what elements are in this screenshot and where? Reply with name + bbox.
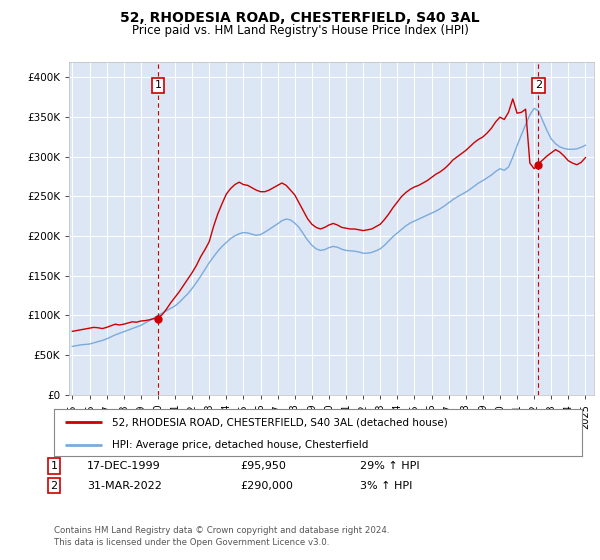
Text: This data is licensed under the Open Government Licence v3.0.: This data is licensed under the Open Gov… (54, 538, 329, 547)
Text: HPI: Average price, detached house, Chesterfield: HPI: Average price, detached house, Ches… (112, 440, 368, 450)
Text: Contains HM Land Registry data © Crown copyright and database right 2024.: Contains HM Land Registry data © Crown c… (54, 526, 389, 535)
Text: £290,000: £290,000 (240, 480, 293, 491)
Text: 29% ↑ HPI: 29% ↑ HPI (360, 461, 419, 471)
Text: 3% ↑ HPI: 3% ↑ HPI (360, 480, 412, 491)
Text: 31-MAR-2022: 31-MAR-2022 (87, 480, 162, 491)
Text: £95,950: £95,950 (240, 461, 286, 471)
Text: 2: 2 (50, 480, 58, 491)
Text: 52, RHODESIA ROAD, CHESTERFIELD, S40 3AL: 52, RHODESIA ROAD, CHESTERFIELD, S40 3AL (120, 11, 480, 25)
Text: 52, RHODESIA ROAD, CHESTERFIELD, S40 3AL (detached house): 52, RHODESIA ROAD, CHESTERFIELD, S40 3AL… (112, 417, 448, 427)
Text: 17-DEC-1999: 17-DEC-1999 (87, 461, 161, 471)
Text: 2: 2 (535, 81, 542, 90)
Text: Price paid vs. HM Land Registry's House Price Index (HPI): Price paid vs. HM Land Registry's House … (131, 24, 469, 36)
Text: 1: 1 (50, 461, 58, 471)
Text: 1: 1 (154, 81, 161, 90)
